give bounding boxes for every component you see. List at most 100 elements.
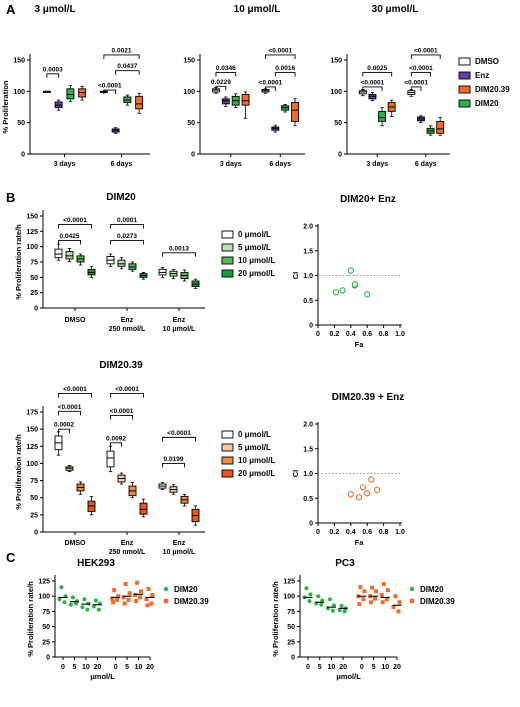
p-value-label: 0.0016 — [275, 65, 295, 72]
data-point — [145, 603, 150, 608]
data-point — [139, 589, 144, 594]
legend-b-dim20: 0 μmol/L 5 μmol/L 10 μmol/L 20 μmol/L — [221, 230, 275, 278]
y-tick-label: 150 — [26, 214, 38, 221]
y-tick-label: 100 — [13, 89, 25, 96]
data-point — [359, 484, 367, 491]
y-tick-label: 25 — [287, 639, 295, 646]
significance-bracket — [58, 240, 81, 245]
data-point — [391, 605, 396, 610]
data-point — [138, 595, 143, 600]
y-tick-label: 1.5 — [303, 446, 313, 453]
data-point — [380, 600, 385, 605]
data-point — [347, 491, 354, 498]
significance-bracket — [110, 442, 122, 447]
x-tick-label: Enz — [121, 540, 134, 547]
significance-bracket — [215, 85, 227, 91]
legend-swatch — [221, 243, 234, 252]
data-point — [393, 594, 398, 599]
data-point — [327, 597, 332, 602]
legend-swatch — [221, 256, 234, 265]
y-tick-label: 50 — [30, 275, 38, 282]
data-point — [337, 608, 342, 613]
x-tick-label: 10 — [328, 664, 336, 671]
data-point — [369, 600, 374, 605]
significance-bracket — [362, 86, 383, 91]
p-value-label: 0.0273 — [117, 233, 137, 240]
x-tick-label: 10 — [381, 664, 389, 671]
data-point — [68, 602, 73, 607]
data-point — [307, 599, 312, 604]
data-point — [144, 597, 149, 602]
x-tick-label: 0.4 — [346, 529, 356, 536]
x-tick-label: 250 nmol/L — [109, 549, 146, 556]
data-point — [364, 490, 371, 497]
y-axis-label: CI — [291, 470, 300, 478]
x-tick-label: 0 — [306, 664, 310, 671]
legend-label: 0 μmol/L — [238, 430, 271, 439]
y-tick-label: 100 — [26, 244, 38, 251]
x-tick-label: 20 — [339, 664, 347, 671]
data-point — [70, 595, 75, 600]
legend-label: DIM20 — [475, 99, 499, 108]
x-tick-label: DMSO — [65, 540, 87, 547]
p-value-label: <0.0001 — [98, 83, 122, 90]
data-point — [373, 486, 381, 493]
data-point — [111, 600, 116, 605]
box — [221, 98, 230, 105]
x-axis-label: μmol/L — [336, 672, 361, 681]
data-point — [146, 586, 151, 591]
p-value-label: <0.0001 — [63, 217, 87, 224]
y-tick-label: 0 — [34, 306, 38, 313]
legend-label: DIM20 — [174, 585, 198, 594]
y-tick-label: 50 — [30, 495, 38, 502]
y-tick-label: 1.5 — [303, 248, 313, 255]
p-value-label: <0.0001 — [404, 79, 428, 86]
data-point — [362, 589, 367, 594]
legend-label: DIM20.39 — [475, 85, 510, 94]
data-point — [122, 601, 127, 606]
data-point — [396, 609, 401, 614]
panel-label: C — [6, 550, 16, 565]
data-point — [150, 592, 155, 597]
y-tick-label: 0.5 — [303, 496, 313, 503]
box — [54, 248, 63, 259]
data-point — [121, 595, 126, 600]
x-tick-label: 5 — [72, 664, 76, 671]
y-tick-label: 0 — [338, 152, 342, 159]
significance-bracket — [264, 86, 276, 91]
y-tick-label: 25 — [42, 639, 50, 646]
x-tick-label: 0.6 — [362, 529, 372, 536]
data-point — [112, 588, 117, 593]
x-tick-label: 6 days — [415, 161, 437, 168]
y-axis-label: % Proliferation rate/h — [14, 224, 23, 300]
data-point — [115, 597, 120, 602]
x-tick-label: 250 nmol/L — [109, 326, 146, 333]
p-value-label: 0.0092 — [106, 435, 126, 442]
chart-title: DIM20.39 — [99, 360, 143, 371]
y-tick-label: 2.0 — [303, 224, 313, 231]
chart-b-ci-dim20: DIM20+ Enz 0 0.5 1.0 1.5 2.0 0 0.2 0.4 0.6 0.8 1.0 F… — [291, 194, 405, 349]
legend-swatch — [221, 443, 234, 452]
significance-bracket — [162, 436, 196, 442]
y-tick-label: 0 — [21, 152, 25, 159]
p-value-label: <0.0001 — [110, 408, 134, 415]
data-point — [330, 608, 335, 613]
y-tick-label: 0 — [34, 530, 38, 537]
panel-label: B — [6, 190, 15, 205]
x-axis-label: Fa — [355, 340, 365, 349]
legend-a: DMSO Enz DIM20.39 DIM20 — [458, 57, 510, 108]
chart-b-dim2039: DIM20.39 0 25 50 75 100 125 150 175 % Proliferati… — [14, 360, 205, 556]
data-point — [308, 592, 313, 597]
chart-a-3umol: 3 μmol/L 0 50 100 150 % Proliferation 3 days 6 … — [1, 4, 150, 168]
x-tick-label: 20 — [93, 664, 101, 671]
y-tick-label: 125 — [283, 579, 295, 586]
data-point — [316, 594, 321, 599]
data-point — [116, 594, 121, 599]
data-point — [85, 607, 90, 612]
p-value-label: <0.0001 — [115, 386, 139, 393]
panel-labels: A B C — [6, 2, 16, 565]
legend-swatch — [221, 230, 234, 239]
data-point — [320, 598, 325, 603]
x-tick-label: 0.8 — [379, 529, 389, 536]
